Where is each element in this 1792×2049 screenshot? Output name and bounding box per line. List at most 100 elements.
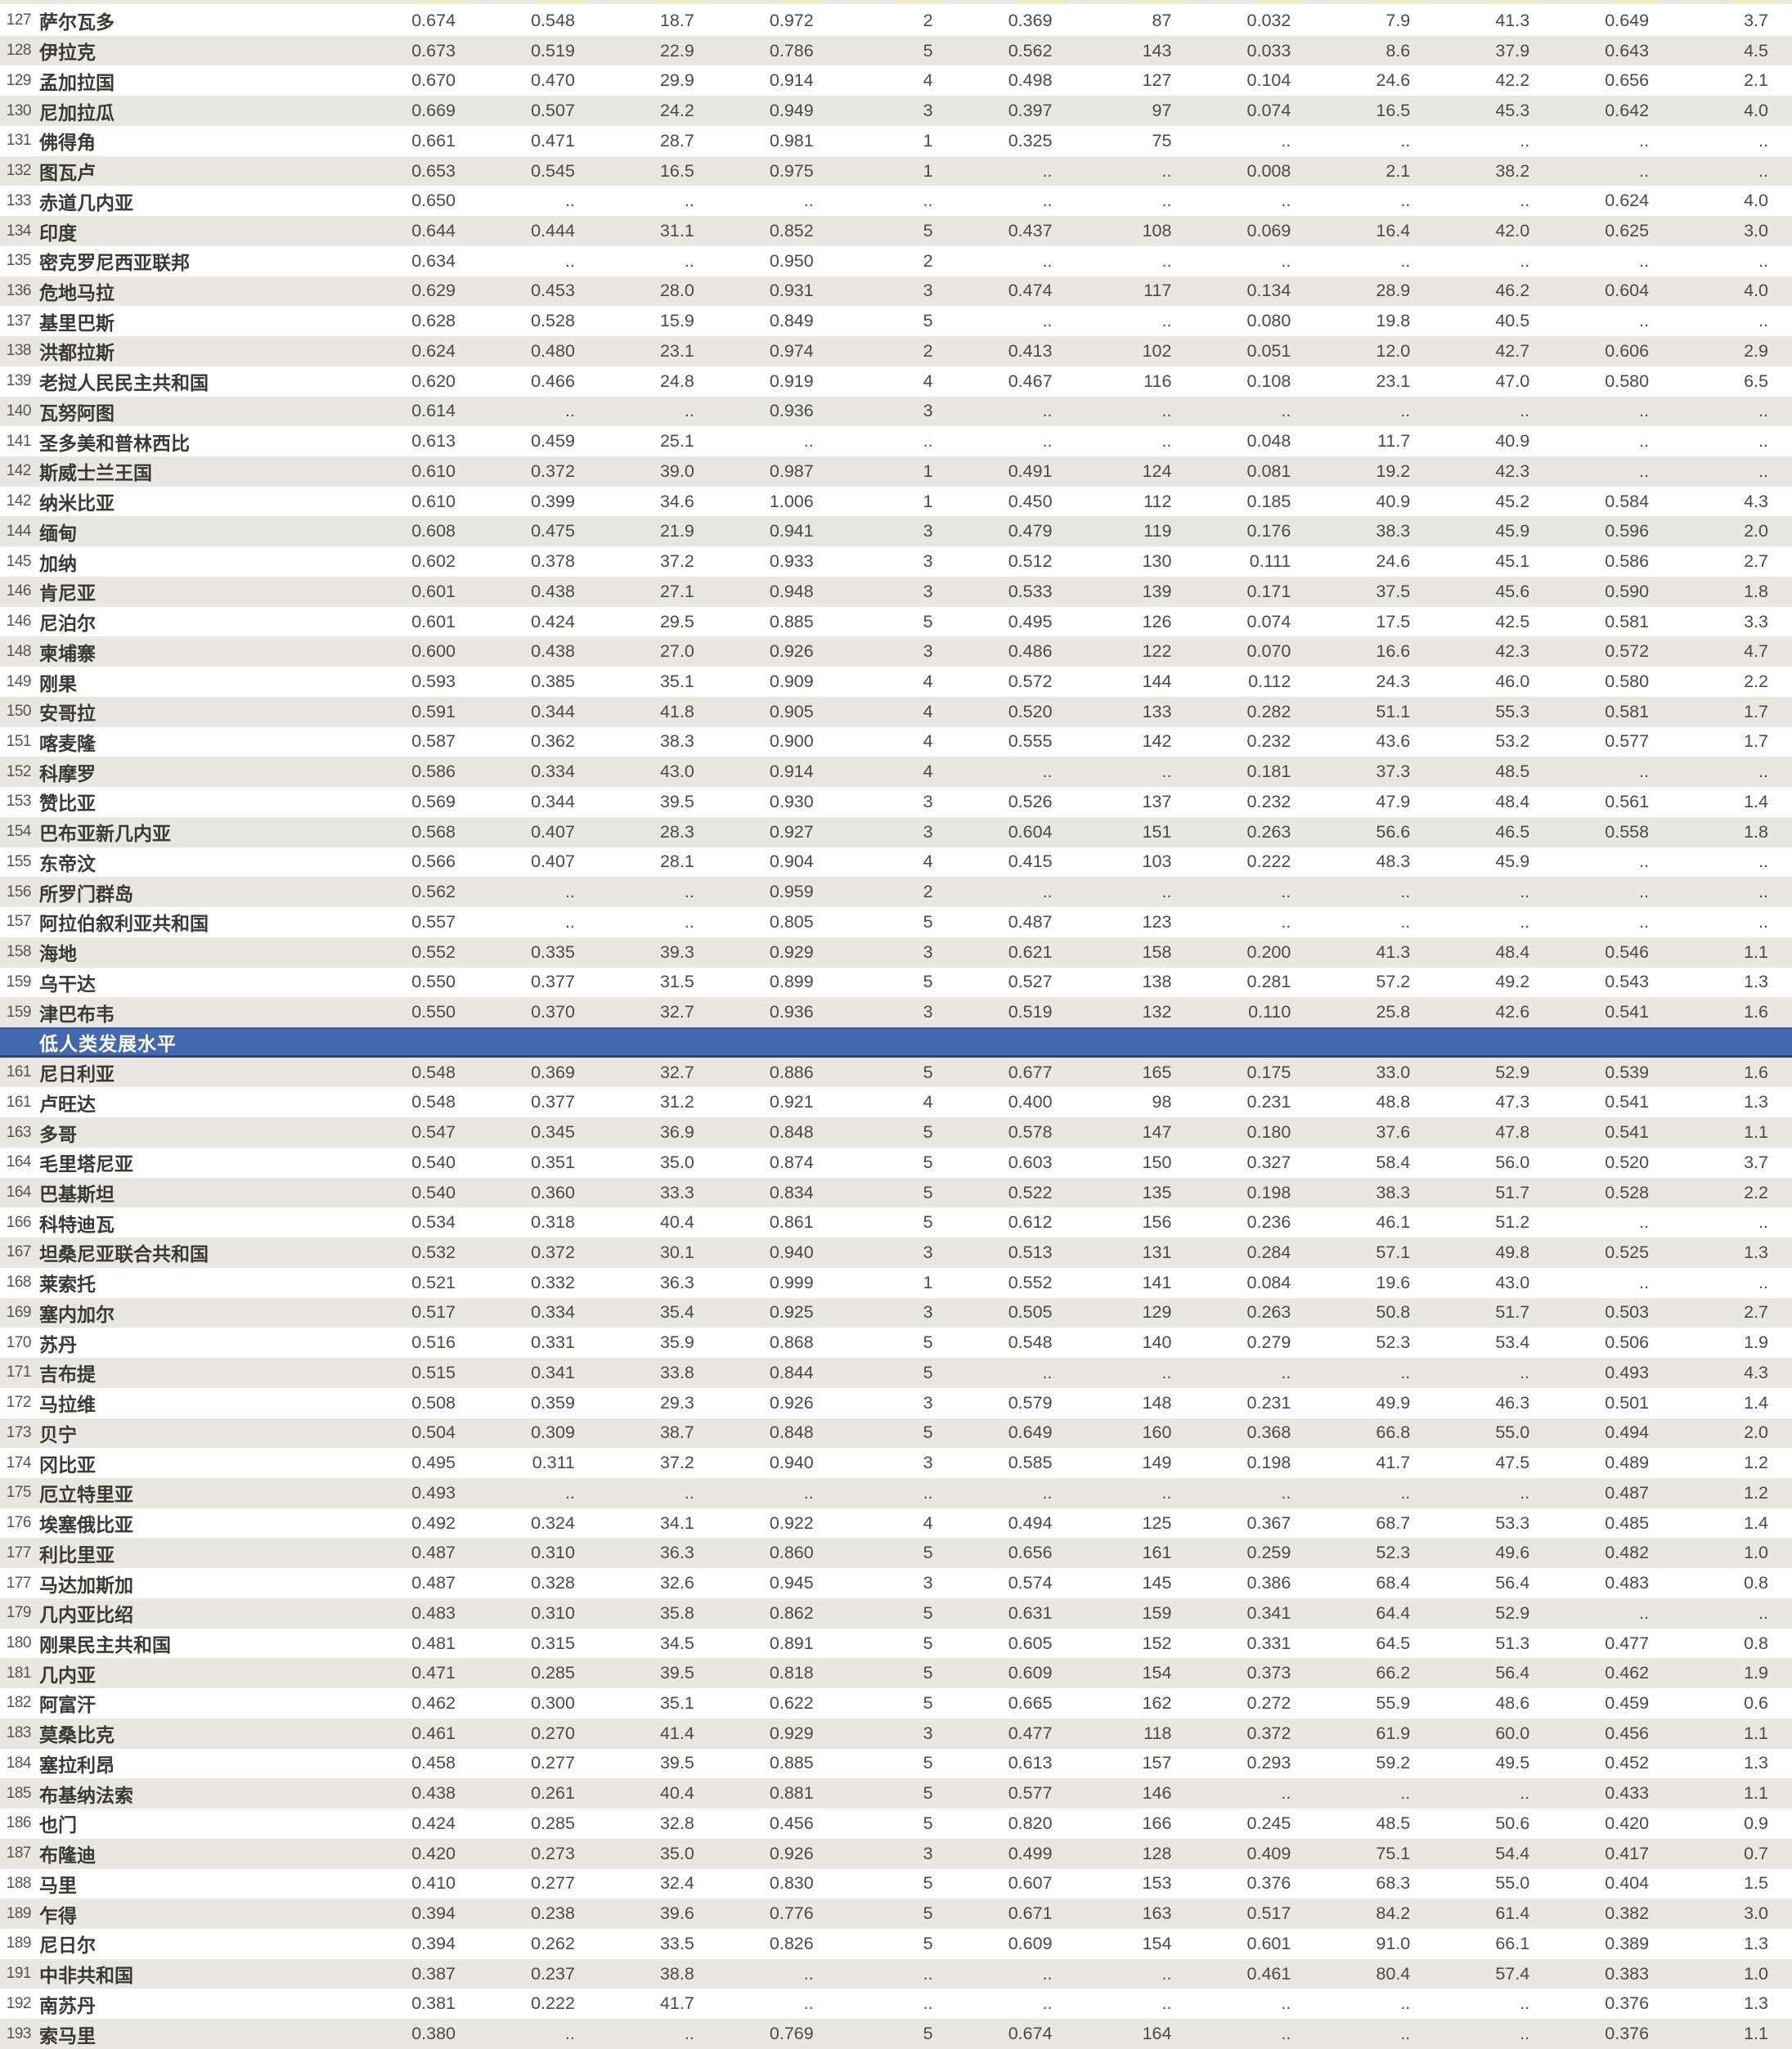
value-cell: 23.1 [1376,371,1411,391]
value-cell: 0.232 [1246,791,1291,811]
rank-cell: 154 [6,823,32,841]
value-cell: .. [1281,1482,1291,1503]
value-cell: 8.6 [1386,40,1411,61]
value-cell: 5 [923,611,933,631]
value-cell: 0.492 [411,1512,456,1533]
value-cell: 0.547 [411,1122,456,1143]
value-cell: .. [1520,401,1530,421]
value-cell: .. [1758,882,1768,902]
value-cell: 1 [923,491,933,511]
value-cell: 4.3 [1744,491,1768,511]
value-cell: 39.5 [659,1663,694,1683]
rank-cell: 159 [6,973,32,991]
value-cell: 24.6 [1376,70,1411,91]
value-cell: 24.3 [1376,672,1411,692]
value-cell: 42.3 [1495,461,1530,481]
value-cell: 0.622 [769,1692,814,1713]
header-remnant-cell [1434,0,1553,4]
country-name-cell: 坦桑尼亚联合共和国 [39,1243,209,1265]
country-table: 127 萨尔瓦多 0.674 0.548 18.7 0.972 2 0.369 87 0.032 7… [0,6,1792,2049]
value-cell: 5 [923,1692,933,1713]
value-cell: 64.5 [1376,1633,1411,1653]
table-row: 141 圣多美和普林西比 0.613 0.459 25.1........ 0.048 11… [0,426,1792,457]
value-cell: 4.0 [1744,101,1768,121]
country-name-cell: 科摩罗 [39,762,96,784]
country-name-cell: 巴布亚新几内亚 [39,823,171,845]
value-cell: 0.612 [1008,1212,1053,1233]
value-cell: 0.231 [1246,1392,1291,1413]
value-cell: 0.926 [769,1843,814,1863]
value-cell: 141 [1142,1272,1172,1292]
value-cell: 0.513 [1008,1242,1053,1262]
rank-cell: 184 [6,1754,32,1772]
value-cell: 1.4 [1744,791,1768,811]
value-cell: 55.9 [1376,1692,1411,1713]
value-cell: 2 [923,882,933,902]
value-cell: 0.936 [769,401,814,421]
value-cell: 0.438 [531,641,575,662]
value-cell: 5 [923,1362,933,1382]
table-row: 166 科特迪瓦 0.534 0.318 40.4 0.861 5 0.612 156 0.236… [0,1207,1792,1238]
value-cell: 0.940 [769,1453,814,1473]
country-name-cell: 尼泊尔 [39,613,96,635]
rank-cell: 142 [6,462,32,480]
value-cell: 150 [1142,1152,1172,1172]
value-cell: 2 [923,250,933,271]
value-cell: 0.613 [411,431,456,452]
value-cell: 0.373 [1246,1663,1291,1683]
value-cell: 1.5 [1744,1873,1768,1894]
country-name-cell: 肯尼亚 [39,582,96,604]
value-cell: .. [1042,431,1053,452]
value-cell: 135 [1142,1182,1172,1202]
value-cell: 3 [923,1302,933,1323]
value-cell: .. [1520,2024,1530,2044]
value-cell: 0.8 [1744,1633,1768,1653]
value-cell: 2.0 [1744,521,1768,541]
value-cell: 0.341 [1246,1602,1291,1623]
value-cell: 47.9 [1376,791,1411,811]
value-cell: 0.852 [769,221,814,240]
value-cell: 149 [1142,1453,1172,1473]
value-cell: 160 [1142,1422,1172,1443]
value-cell: 0.180 [1246,1122,1291,1143]
table-row: 156 所罗门群岛 0.562.... 0.959 2.............. [0,877,1792,908]
value-cell: 0.624 [411,340,456,361]
value-cell: .. [684,911,694,932]
value-cell: 0.080 [1246,311,1291,331]
value-cell: .. [1758,160,1768,181]
value-cell: 0.661 [411,130,456,151]
rank-cell: 138 [6,342,32,360]
value-cell: 0.462 [411,1692,456,1713]
value-cell: 3 [923,521,933,541]
value-cell: 0.562 [1008,40,1053,61]
value-cell: 0.569 [411,791,456,811]
value-cell: 41.7 [1376,1453,1411,1473]
value-cell: .. [1161,311,1172,331]
value-cell: 0.541 [1605,1122,1650,1143]
value-cell: 0.628 [411,311,456,331]
country-name-cell: 塞拉利昂 [39,1754,115,1776]
rank-cell: 155 [6,852,32,870]
value-cell: 0.273 [531,1843,575,1863]
value-cell: .. [1281,401,1291,421]
value-cell: 0.517 [1246,1903,1291,1924]
value-cell: .. [1281,250,1291,271]
value-cell: 0.568 [411,821,456,842]
value-cell: 0.581 [1605,701,1650,721]
value-cell: 158 [1142,941,1172,962]
value-cell: 2.1 [1744,70,1768,91]
value-cell: 0.270 [531,1723,575,1743]
value-cell: 0.926 [769,1392,814,1413]
value-cell: 52.3 [1376,1332,1411,1353]
value-cell: 38.8 [659,1963,694,1984]
value-cell: 5 [923,1332,933,1353]
value-cell: 57.2 [1376,972,1411,992]
value-cell: 0.776 [769,1903,814,1924]
value-cell: .. [1758,1602,1768,1623]
value-cell: 15.9 [659,311,694,331]
value-cell: .. [1639,1212,1650,1233]
value-cell: 0.370 [531,1002,575,1022]
value-cell: 0.081 [1246,461,1291,481]
value-cell: 0.674 [1008,2024,1053,2044]
value-cell: 0.609 [1008,1663,1053,1683]
